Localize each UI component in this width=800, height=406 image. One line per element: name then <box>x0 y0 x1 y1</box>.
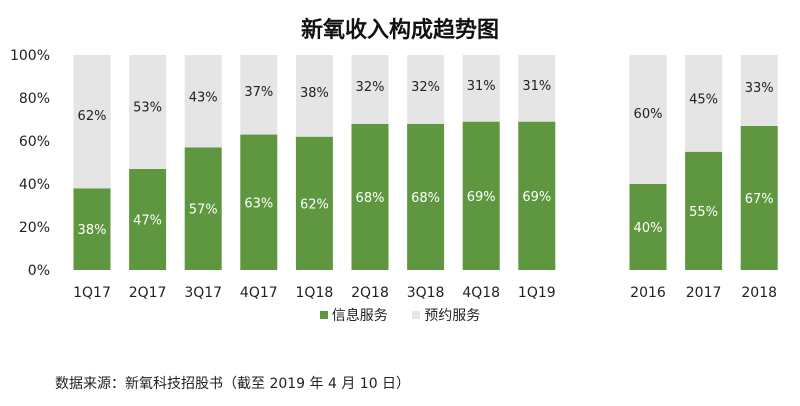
x-tick-label: 2Q17 <box>129 285 167 300</box>
bar-segment <box>685 55 723 152</box>
chart-title: 新氧收入构成趋势图 <box>300 18 499 43</box>
y-tick-label: 40% <box>19 177 50 193</box>
legend: 信息服务 预约服务 <box>0 305 800 325</box>
bar-segment <box>629 184 667 270</box>
y-tick-label: 100% <box>10 48 50 64</box>
data-label: 57% <box>189 203 218 218</box>
bar-segment <box>407 123 445 270</box>
data-label: 47% <box>133 213 162 228</box>
data-label: 69% <box>467 190 496 205</box>
bar-segment <box>129 168 167 270</box>
legend-item-info-service: 信息服务 <box>319 305 388 325</box>
bar-segment <box>73 55 111 189</box>
x-tick-label: 2Q18 <box>351 285 389 300</box>
data-label: 69% <box>522 190 551 205</box>
bar-segment <box>518 121 556 271</box>
source-note: 数据来源：新氧科技招股书（截至 2019 年 4 月 10 日） <box>55 376 411 392</box>
data-label: 40% <box>634 221 663 236</box>
y-tick-label: 60% <box>19 134 50 150</box>
legend-swatch <box>319 311 328 319</box>
bar-segment <box>740 55 778 126</box>
bar-segment <box>184 147 222 270</box>
data-label: 43% <box>189 91 218 106</box>
legend-label: 信息服务 <box>331 308 388 324</box>
bar-segment <box>462 55 500 122</box>
bar-segment <box>295 136 333 270</box>
y-tick-label: 0% <box>28 263 50 279</box>
bar-segment <box>129 55 167 169</box>
x-tick-label: 3Q18 <box>407 285 445 300</box>
data-label: 32% <box>411 80 440 95</box>
bar-segment <box>240 134 278 270</box>
bar-segment <box>295 55 333 137</box>
bar-segment <box>351 123 389 270</box>
data-label: 67% <box>745 192 774 207</box>
data-label: 45% <box>689 93 718 108</box>
stacked-bar-chart: 0% 20% 40% 60% 80% 100% 38% 62% 1Q17 47% 53% 2Q17 57… <box>10 48 778 300</box>
x-tick-label: 4Q18 <box>462 285 500 300</box>
bar-segment <box>740 125 778 270</box>
bar-segment <box>462 121 500 271</box>
legend-label: 预约服务 <box>424 308 481 324</box>
y-tick-label: 80% <box>19 91 50 107</box>
bar-segment <box>184 55 222 148</box>
data-label: 55% <box>689 205 718 220</box>
data-label: 33% <box>745 81 774 96</box>
data-label: 68% <box>411 191 440 206</box>
legend-item-booking-service: 预约服务 <box>412 305 480 325</box>
x-tick-label: 2018 <box>741 285 777 300</box>
data-label: 31% <box>522 79 551 94</box>
data-label: 37% <box>244 85 273 100</box>
data-label: 38% <box>78 223 107 238</box>
bar-segment <box>240 55 278 135</box>
data-label: 31% <box>467 79 496 94</box>
x-tick-label: 4Q17 <box>240 285 278 300</box>
x-tick-label: 2016 <box>630 285 666 300</box>
data-label: 68% <box>356 191 385 206</box>
x-tick-label: 2017 <box>686 285 722 300</box>
data-label: 38% <box>300 86 329 101</box>
data-label: 62% <box>78 109 107 124</box>
data-label: 32% <box>356 80 385 95</box>
bar-segment <box>629 55 667 184</box>
data-label: 53% <box>133 100 162 115</box>
x-tick-label: 1Q18 <box>296 285 334 300</box>
bar-segment <box>73 188 111 270</box>
bar-segment <box>518 55 556 122</box>
data-label: 62% <box>300 197 329 212</box>
y-tick-label: 20% <box>19 220 50 236</box>
x-tick-label: 3Q17 <box>184 285 222 300</box>
data-label: 60% <box>634 107 663 122</box>
x-tick-label: 1Q17 <box>73 285 111 300</box>
legend-swatch <box>412 311 421 319</box>
x-tick-label: 1Q19 <box>518 285 556 300</box>
bar-segment <box>351 55 389 124</box>
data-label: 63% <box>244 196 273 211</box>
bar-segment <box>685 151 723 270</box>
bar-segment <box>407 55 445 124</box>
